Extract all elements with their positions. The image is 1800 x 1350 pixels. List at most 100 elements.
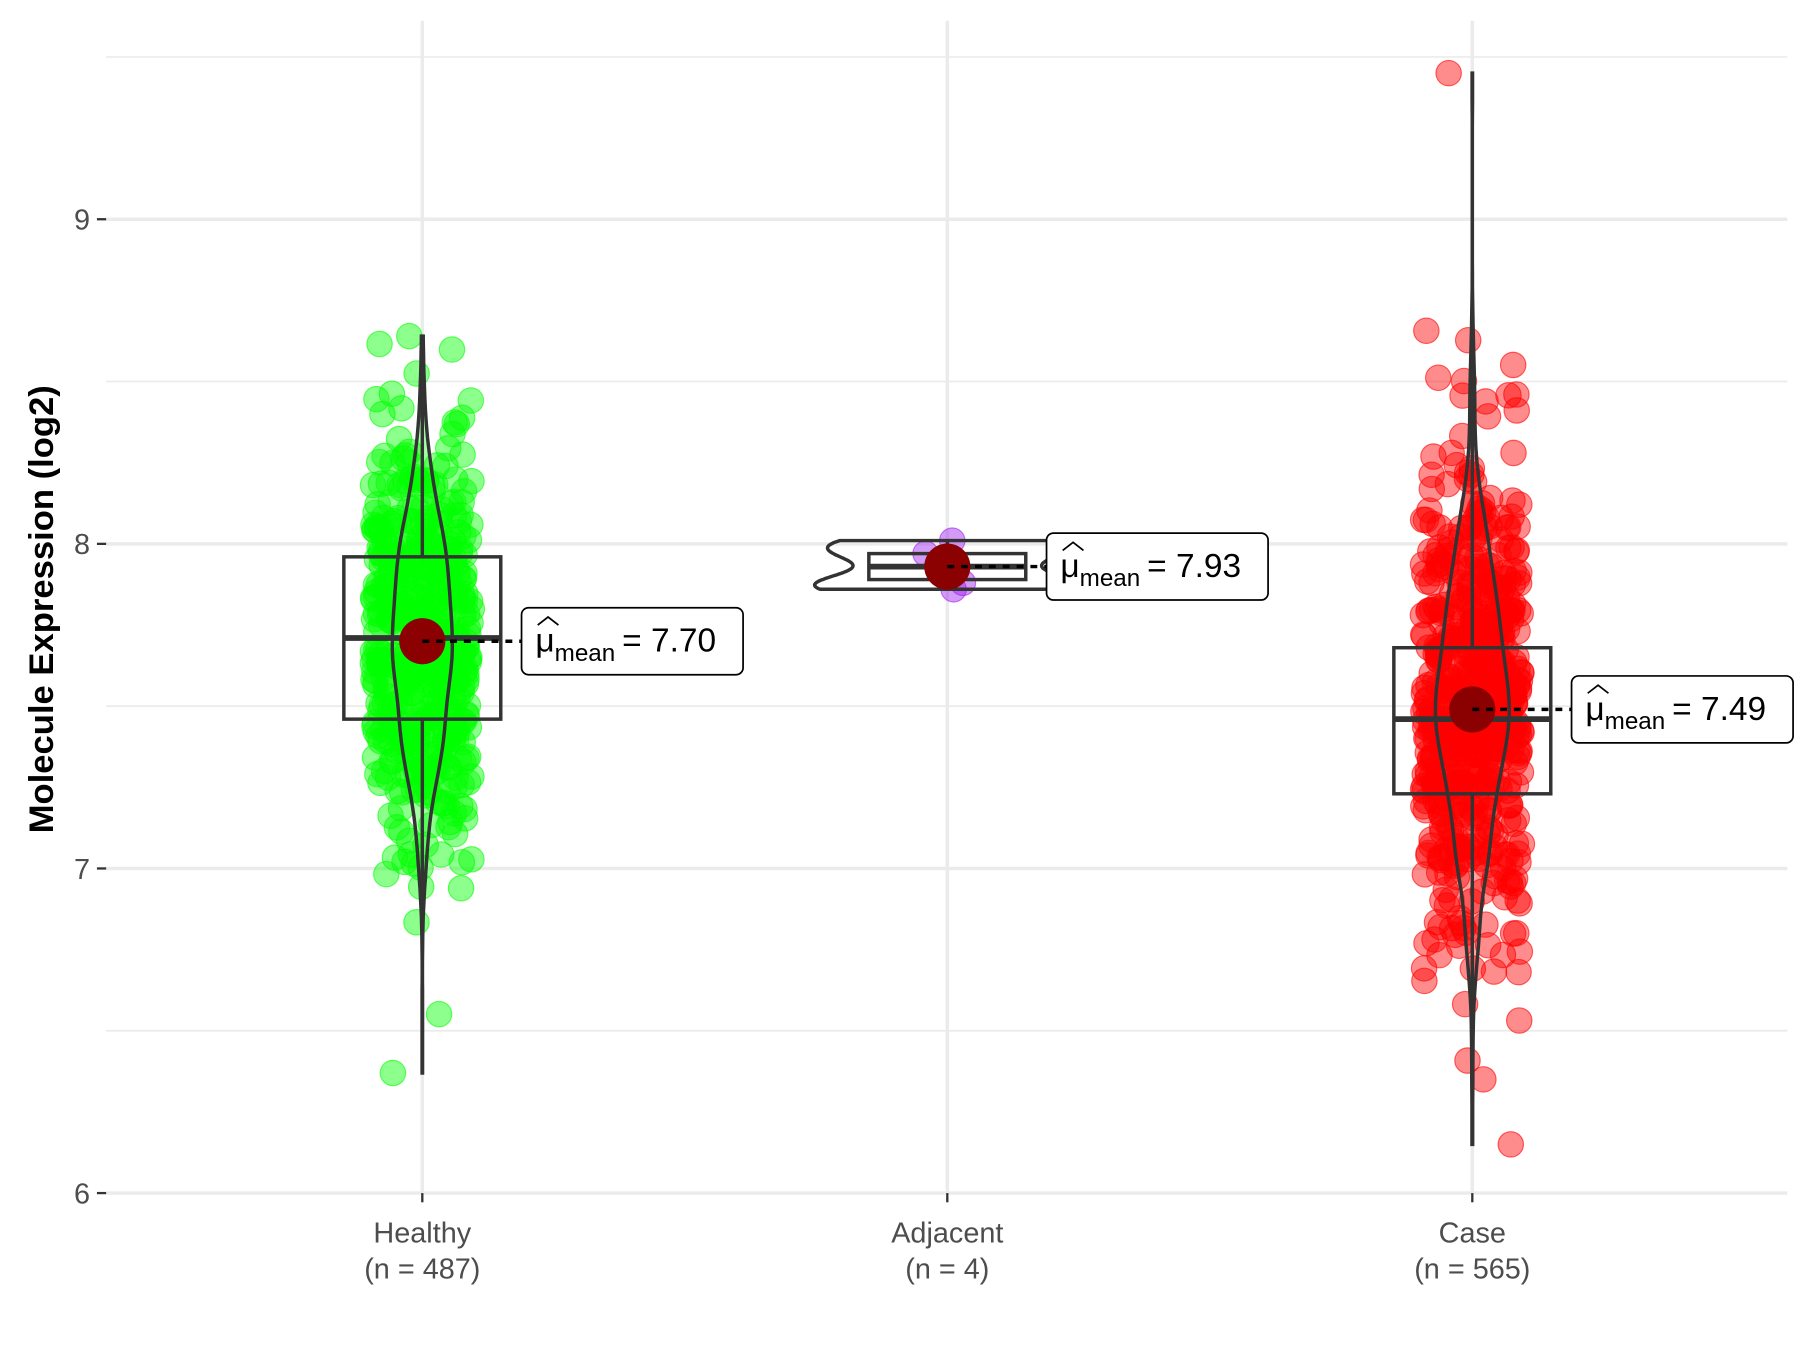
mean-label: μmean = 7.93 — [1060, 548, 1241, 592]
data-point — [400, 738, 427, 766]
x-tick-count: (n = 565) — [1414, 1253, 1530, 1285]
mean-marker — [1449, 686, 1496, 733]
data-point — [1498, 503, 1525, 530]
data-point — [1435, 59, 1462, 87]
data-point — [391, 442, 419, 469]
data-point — [1480, 958, 1508, 985]
mu-symbol: μ — [1060, 548, 1079, 585]
gridlines — [106, 20, 1788, 1195]
data-point — [1508, 830, 1536, 858]
y-tick-label: 6 — [74, 1178, 90, 1210]
x-tick-count: (n = 4) — [905, 1253, 989, 1285]
data-point — [360, 605, 388, 633]
hat-icon — [537, 615, 559, 626]
data-point — [1491, 884, 1519, 911]
mean-subscript: mean — [555, 640, 616, 667]
data-point — [452, 580, 479, 608]
mean-value: = 7.49 — [1672, 691, 1766, 728]
x-tick-label: Healthy — [373, 1218, 471, 1250]
data-point — [1425, 364, 1452, 392]
data-point — [458, 846, 485, 873]
group-healthy: μmean = 7.70 — [342, 322, 744, 1087]
data-point — [434, 435, 462, 462]
data-point — [379, 1059, 407, 1087]
mean-label-box — [1045, 532, 1269, 601]
data-point — [447, 875, 475, 902]
data-point — [366, 330, 393, 358]
data-point — [458, 595, 486, 623]
x-tick-count: (n = 487) — [364, 1253, 480, 1285]
data-point — [366, 601, 394, 628]
data-point — [449, 728, 477, 756]
y-axis-label: Molecule Expression (log2) — [23, 385, 61, 833]
x-tick-label: Adjacent — [891, 1218, 1003, 1250]
data-point — [1494, 807, 1522, 834]
data-point — [1499, 351, 1527, 379]
data-point — [1474, 931, 1502, 959]
data-point — [447, 501, 474, 529]
data-point — [363, 385, 390, 413]
data-point — [1461, 736, 1489, 764]
data-point — [1506, 890, 1533, 917]
data-point — [368, 649, 396, 676]
mean-label-box — [1570, 675, 1794, 744]
y-axis: 6 7 8 9 — [74, 205, 107, 1210]
data-point — [375, 469, 403, 497]
data-point — [427, 596, 454, 624]
data-point — [441, 820, 469, 848]
data-point — [1454, 326, 1482, 354]
mean-label: μmean = 7.70 — [535, 623, 716, 667]
data-point — [404, 553, 432, 581]
data-point — [1491, 841, 1518, 868]
data-point — [448, 848, 476, 876]
data-point — [1495, 382, 1522, 409]
data-point — [1503, 397, 1530, 424]
data-point — [1434, 860, 1461, 887]
data-point — [457, 387, 485, 414]
data-point — [448, 404, 476, 432]
data-point — [365, 571, 392, 599]
mean-label-box — [520, 606, 744, 676]
data-point — [1498, 597, 1525, 625]
data-point — [1455, 570, 1483, 598]
data-point — [1426, 941, 1453, 969]
data-point — [1427, 799, 1455, 827]
y-tick-label: 9 — [74, 205, 90, 237]
data-point — [1475, 814, 1502, 842]
data-point — [1422, 593, 1449, 621]
data-point — [441, 409, 469, 436]
data-point — [361, 645, 388, 673]
violin — [390, 334, 455, 1075]
data-point — [1474, 821, 1501, 849]
data-point — [398, 679, 426, 706]
data-point — [1426, 514, 1453, 541]
data-point — [396, 322, 423, 350]
x-tick-label: Case — [1439, 1218, 1506, 1250]
data-point — [366, 534, 393, 562]
data-point — [449, 441, 476, 468]
data-point — [1448, 909, 1475, 937]
data-point — [1503, 537, 1531, 564]
data-point — [438, 336, 466, 363]
data-point — [383, 814, 411, 841]
data-point — [1499, 487, 1526, 514]
group-case: μmean = 7.49 — [1392, 59, 1794, 1158]
data-point — [399, 580, 427, 607]
data-point — [457, 609, 484, 637]
mean-subscript: mean — [1605, 708, 1666, 735]
data-point — [1438, 439, 1465, 467]
data-point — [1456, 555, 1484, 582]
data-point — [365, 690, 392, 717]
data-point — [1414, 724, 1441, 752]
data-point — [445, 519, 472, 546]
data-point — [1506, 559, 1533, 586]
data-point — [1423, 909, 1451, 936]
data-point — [1429, 887, 1456, 914]
hat-icon — [1587, 684, 1609, 694]
y-tick-label: 7 — [74, 854, 90, 886]
data-point — [1463, 643, 1490, 671]
data-point — [373, 860, 400, 888]
data-point — [1472, 388, 1499, 415]
data-point — [1413, 317, 1440, 345]
